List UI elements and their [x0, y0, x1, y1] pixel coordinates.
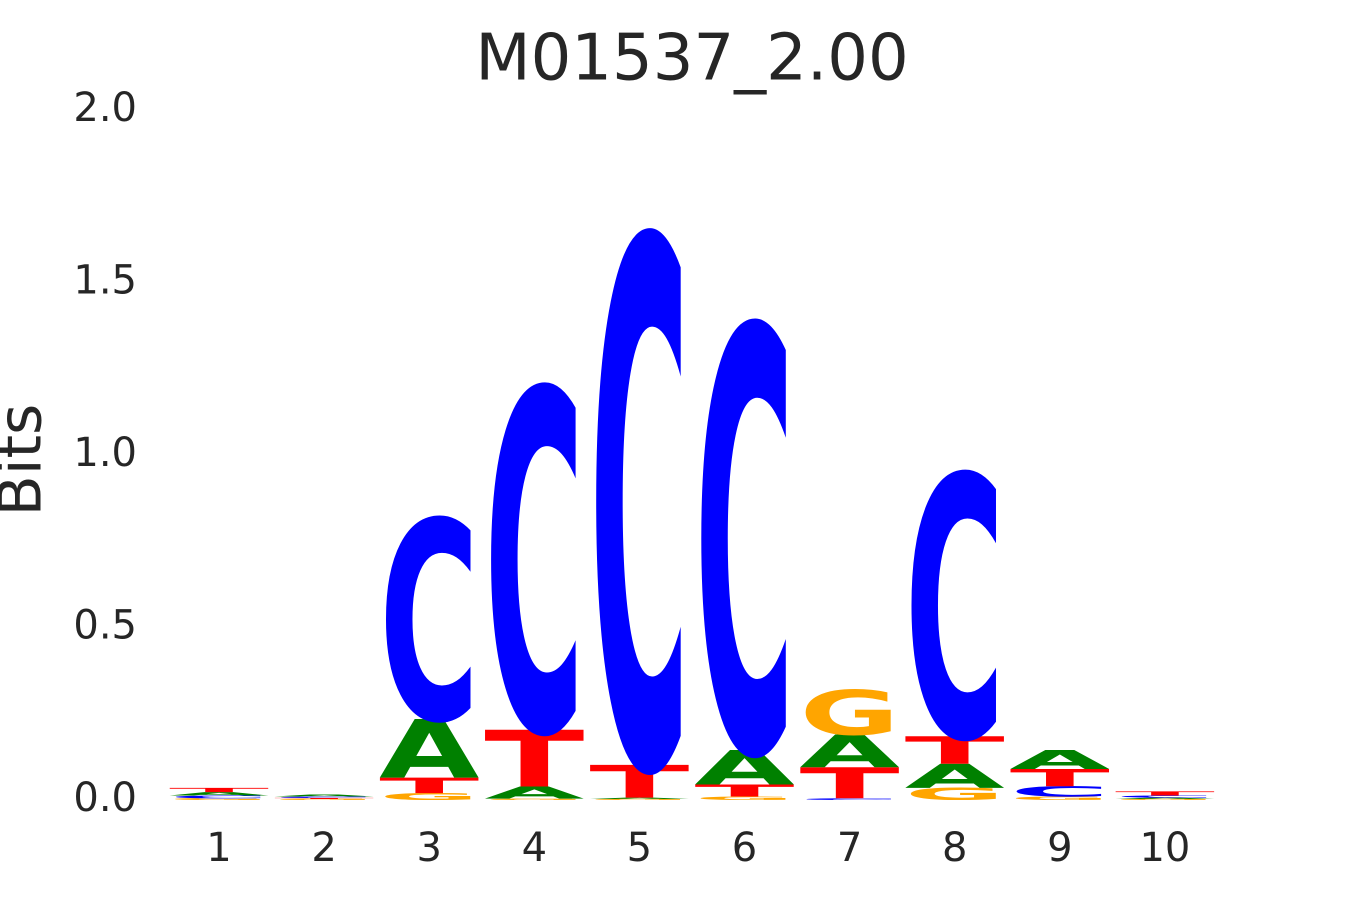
logo-letter: G — [169, 798, 269, 801]
x-tick-label: 4 — [522, 825, 547, 871]
x-tick-label: 9 — [1047, 825, 1072, 871]
logo-letter: C — [484, 297, 584, 841]
logo-letter: T — [1115, 790, 1215, 797]
logo-letter: G — [800, 678, 900, 750]
logo-letter: A — [800, 726, 900, 778]
logo-letter: C — [905, 404, 1005, 822]
logo-letter: C — [589, 94, 689, 900]
logo-letter: G — [1010, 796, 1110, 801]
logo-letter: T — [379, 774, 479, 799]
logo-letter: T — [695, 781, 795, 800]
logo-letter: C — [800, 798, 900, 801]
logo-letter: A — [1010, 745, 1110, 775]
logo-letter: T — [274, 798, 374, 800]
logo-letter: G — [484, 798, 584, 800]
logo-letter: C — [379, 465, 479, 784]
logo-letter: T — [484, 714, 584, 805]
x-tick-label: 3 — [416, 825, 441, 871]
y-tick-label: 1.0 — [73, 430, 137, 476]
logo-letter: G — [905, 785, 1005, 804]
y-tick-label: 2.0 — [73, 85, 137, 131]
y-axis-label: Bits — [0, 404, 56, 517]
logo-letter: A — [274, 794, 374, 797]
logo-letter: A — [379, 703, 479, 796]
logo-letter: T — [169, 787, 269, 794]
chart-title: M01537_2.00 — [475, 22, 908, 96]
logo-letter: C — [1115, 795, 1215, 798]
x-tick-label: 6 — [732, 825, 757, 871]
logo-letter: T — [589, 756, 689, 808]
logo-letter: C — [274, 796, 374, 798]
y-tick-label: 1.5 — [73, 258, 137, 304]
x-tick-label: 1 — [206, 825, 231, 871]
logo-letter: G — [695, 796, 795, 801]
logo-letter: C — [1010, 783, 1110, 800]
y-tick-label: 0.0 — [73, 775, 137, 821]
logo-letter: T — [800, 759, 900, 808]
logo-letter: A — [589, 797, 689, 799]
logo-letter: G — [589, 799, 689, 801]
logo-letter: T — [905, 729, 1005, 773]
logo-letter: G — [274, 799, 374, 801]
logo-letter: G — [379, 791, 479, 802]
x-tick-label: 5 — [627, 825, 652, 871]
logo-letter: A — [695, 741, 795, 796]
y-tick-label: 0.5 — [73, 603, 137, 649]
logo-letter: T — [1010, 765, 1110, 792]
logo-letter: C — [169, 795, 269, 799]
x-tick-label: 10 — [1139, 825, 1190, 871]
x-tick-label: 7 — [837, 825, 862, 871]
logo-letter: A — [1115, 797, 1215, 799]
logo-letter: A — [484, 783, 585, 802]
logo-letter: G — [1115, 799, 1215, 801]
x-tick-label: 2 — [311, 825, 336, 871]
logo-letter: A — [169, 791, 269, 796]
logo-letter: A — [905, 757, 1005, 796]
logo-letter: C — [695, 211, 795, 888]
x-tick-label: 8 — [942, 825, 967, 871]
